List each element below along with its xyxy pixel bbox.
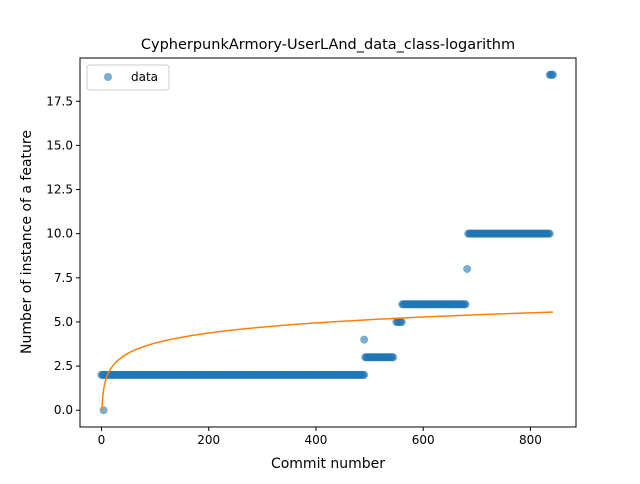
data-point — [397, 317, 406, 326]
x-tick-label: 400 — [304, 433, 327, 447]
data-point — [545, 229, 554, 238]
data-point — [389, 353, 398, 362]
y-tick-label: 15.0 — [46, 138, 73, 152]
data-point — [461, 300, 470, 309]
chart-title: CypherpunkArmory-UserLAnd_data_class-log… — [141, 37, 515, 53]
data-point — [360, 335, 369, 344]
y-tick-label: 2.5 — [54, 359, 73, 373]
x-tick-label: 200 — [197, 433, 220, 447]
fit-line — [101, 311, 553, 411]
legend-marker-data — [104, 73, 112, 81]
data-point — [463, 264, 472, 273]
y-axis-label: Number of instance of a feature — [19, 130, 35, 354]
x-tick-label: 0 — [98, 433, 106, 447]
x-axis: 0 200 400 600 800 — [98, 427, 542, 447]
y-axis: 0.0 2.5 5.0 7.5 10.0 12.5 15.0 17.5 — [46, 94, 80, 417]
plot-frame — [79, 57, 577, 428]
legend-box — [86, 64, 170, 91]
y-tick-label: 17.5 — [46, 94, 73, 108]
x-tick-label: 800 — [519, 433, 542, 447]
data-point — [360, 370, 369, 379]
data-point — [99, 406, 108, 415]
y-tick-label: 0.0 — [54, 403, 73, 417]
x-axis-label: Commit number — [271, 456, 385, 472]
y-tick-label: 7.5 — [54, 271, 73, 285]
y-tick-label: 5.0 — [54, 315, 73, 329]
plot-area — [97, 70, 557, 415]
y-tick-label: 12.5 — [46, 183, 73, 197]
x-tick-label: 600 — [412, 433, 435, 447]
data-point — [548, 70, 557, 79]
y-tick-label: 10.0 — [46, 227, 73, 241]
legend: data — [86, 64, 170, 91]
legend-label-data: data — [131, 70, 158, 84]
